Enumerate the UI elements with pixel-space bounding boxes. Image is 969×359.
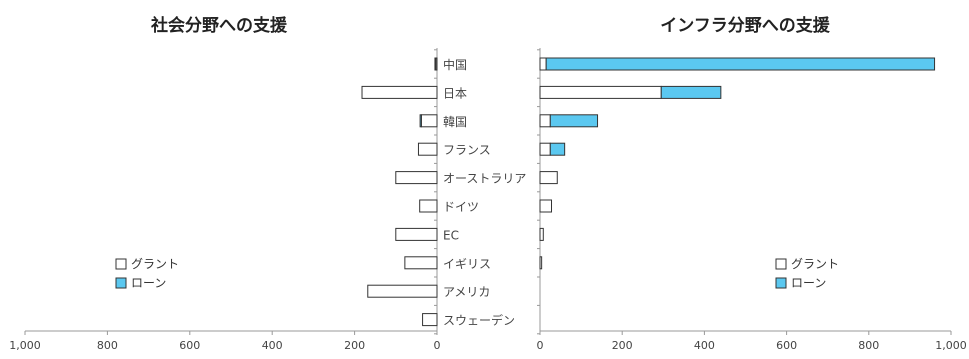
right-legend-loan-label: ローン: [791, 276, 826, 290]
right-bar-loan: [660, 85, 722, 99]
left-bar-grant: [417, 142, 438, 156]
right-bar-grant: [539, 256, 543, 270]
left-x-axis: 0 200 400 600 800 1,000: [9, 48, 441, 352]
right-bar-grant: [539, 114, 551, 128]
left-tick-label: 800: [97, 339, 118, 352]
right-legend-grant-label: グラント: [791, 257, 839, 271]
category-label: 中国: [443, 57, 467, 72]
right-bar-loan: [549, 142, 566, 156]
left-bar-grant: [419, 199, 438, 213]
category-label: 韓国: [443, 115, 467, 129]
left-legend-loan-swatch: [115, 277, 127, 289]
right-tick-label: 1,000: [935, 339, 967, 352]
right-tick-label: 600: [776, 339, 797, 352]
left-bar-grant: [395, 171, 438, 185]
right-bar-grant: [539, 171, 558, 185]
category-label: EC: [443, 228, 459, 242]
right-bar-grant: [539, 142, 551, 156]
category-label: イギリス: [443, 257, 491, 271]
left-bar-grant: [361, 85, 438, 99]
right-bar-grant: [539, 227, 544, 241]
left-tick-label: 200: [344, 339, 365, 352]
right-bar-loan: [545, 57, 936, 71]
left-bars: [361, 57, 438, 327]
left-tick-label: 600: [179, 339, 200, 352]
left-legend-loan-label: ローン: [131, 276, 166, 290]
right-legend-loan-swatch: [775, 277, 787, 289]
category-label: アメリカ: [443, 285, 490, 299]
left-bar-grant: [404, 256, 438, 270]
left-bar-grant: [367, 284, 438, 298]
left-tick-label: 400: [262, 339, 283, 352]
left-legend: グラント ローン: [115, 257, 179, 290]
left-bar-grant: [395, 227, 438, 241]
right-chart-title: インフラ分野への支援: [660, 15, 830, 36]
category-label: スウェーデン: [443, 313, 515, 328]
right-bar-loan: [549, 114, 599, 128]
left-bar-grant: [422, 313, 438, 327]
right-tick-label: 800: [858, 339, 879, 352]
left-legend-grant-swatch: [115, 258, 127, 270]
left-bar-loan: [434, 57, 437, 71]
left-bar-grant: [420, 114, 438, 128]
right-legend-grant-swatch: [775, 258, 787, 270]
category-label: オーストラリア: [443, 172, 526, 186]
right-bar-grant: [539, 57, 547, 71]
left-chart-title: 社会分野への支援: [150, 15, 288, 36]
left-tick-label: 1,000: [9, 339, 41, 352]
left-bar-loan: [419, 114, 422, 128]
left-legend-grant-label: グラント: [131, 257, 179, 271]
category-label: フランス: [443, 143, 491, 157]
right-tick-label: 400: [694, 339, 715, 352]
right-bar-grant: [539, 199, 553, 213]
left-tick-label: 0: [434, 339, 441, 352]
right-tick-label: 200: [612, 339, 633, 352]
right-legend: グラント ローン: [775, 257, 839, 290]
right-bar-grant: [539, 85, 662, 99]
category-label: 日本: [443, 86, 467, 100]
right-bars: [539, 57, 936, 270]
category-label: ドイツ: [443, 200, 479, 214]
right-tick-label: 0: [537, 339, 544, 352]
